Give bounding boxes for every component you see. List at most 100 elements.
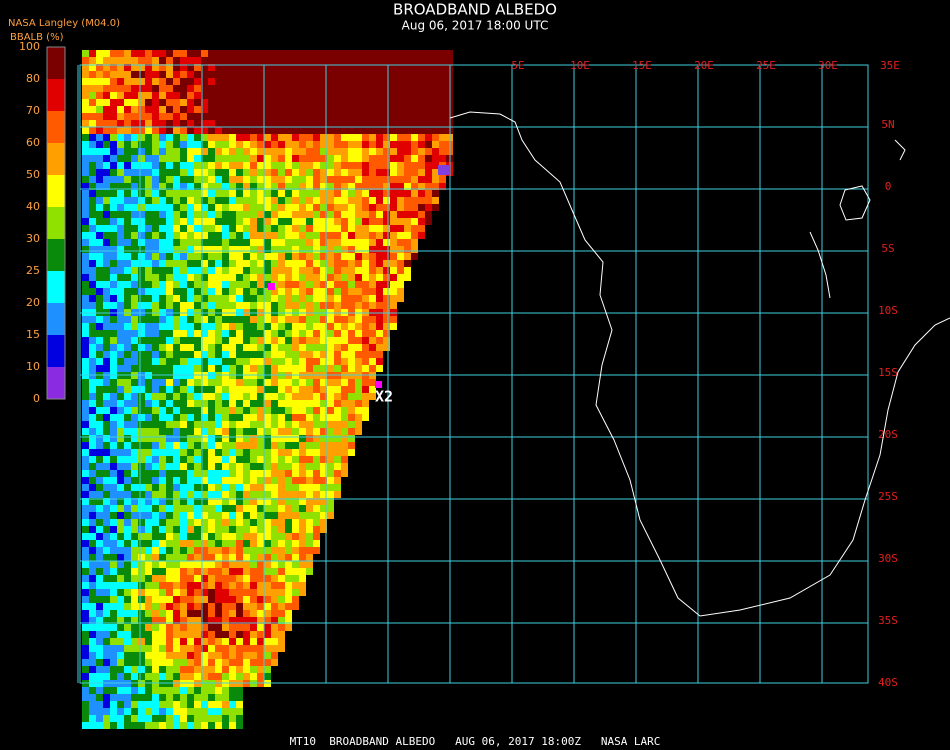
albedo-pixel <box>278 92 285 99</box>
albedo-pixel <box>411 106 418 113</box>
albedo-pixel <box>110 183 117 190</box>
albedo-pixel <box>173 414 180 421</box>
albedo-pixel <box>208 463 215 470</box>
albedo-pixel <box>166 78 173 85</box>
albedo-pixel <box>201 330 208 337</box>
albedo-pixel <box>264 561 271 568</box>
albedo-pixel <box>313 260 320 267</box>
albedo-pixel <box>292 400 299 407</box>
albedo-pixel <box>292 505 299 512</box>
albedo-pixel <box>257 323 264 330</box>
albedo-pixel <box>208 603 215 610</box>
albedo-pixel <box>278 498 285 505</box>
albedo-pixel <box>250 155 257 162</box>
albedo-pixel <box>110 491 117 498</box>
albedo-pixel <box>187 659 194 666</box>
albedo-pixel <box>355 421 362 428</box>
albedo-pixel <box>89 365 96 372</box>
albedo-pixel <box>271 323 278 330</box>
albedo-pixel <box>208 316 215 323</box>
albedo-pixel <box>159 183 166 190</box>
albedo-pixel <box>166 393 173 400</box>
albedo-pixel <box>215 554 222 561</box>
albedo-pixel <box>229 197 236 204</box>
albedo-pixel <box>201 687 208 694</box>
pixel-patch <box>438 165 450 175</box>
albedo-pixel <box>82 610 89 617</box>
albedo-pixel <box>208 50 215 57</box>
albedo-pixel <box>110 50 117 57</box>
albedo-pixel <box>194 400 201 407</box>
albedo-pixel <box>187 442 194 449</box>
albedo-pixel <box>131 78 138 85</box>
colorbar-segment <box>47 79 65 111</box>
albedo-pixel <box>82 701 89 708</box>
albedo-pixel <box>138 316 145 323</box>
albedo-pixel <box>145 358 152 365</box>
albedo-pixel <box>299 526 306 533</box>
albedo-pixel <box>159 295 166 302</box>
albedo-pixel <box>306 498 313 505</box>
albedo-pixel <box>222 673 229 680</box>
albedo-pixel <box>222 463 229 470</box>
albedo-pixel <box>320 379 327 386</box>
albedo-pixel <box>243 386 250 393</box>
albedo-pixel <box>229 477 236 484</box>
albedo-pixel <box>110 610 117 617</box>
albedo-pixel <box>341 281 348 288</box>
albedo-pixel <box>243 610 250 617</box>
albedo-pixel <box>145 568 152 575</box>
albedo-pixel <box>103 344 110 351</box>
albedo-pixel <box>208 617 215 624</box>
albedo-pixel <box>243 197 250 204</box>
albedo-pixel <box>257 484 264 491</box>
albedo-pixel <box>390 176 397 183</box>
albedo-pixel <box>362 267 369 274</box>
albedo-pixel <box>117 351 124 358</box>
albedo-pixel <box>103 554 110 561</box>
albedo-pixel <box>194 435 201 442</box>
albedo-pixel <box>215 498 222 505</box>
albedo-pixel <box>180 694 187 701</box>
albedo-pixel <box>271 288 278 295</box>
albedo-pixel <box>124 477 131 484</box>
albedo-pixel <box>341 113 348 120</box>
albedo-pixel <box>180 666 187 673</box>
albedo-pixel <box>187 470 194 477</box>
albedo-pixel <box>397 78 404 85</box>
albedo-pixel <box>236 330 243 337</box>
albedo-pixel <box>418 162 425 169</box>
albedo-pixel <box>103 120 110 127</box>
albedo-pixel <box>271 561 278 568</box>
albedo-pixel <box>285 176 292 183</box>
albedo-pixel <box>180 554 187 561</box>
albedo-pixel <box>89 393 96 400</box>
albedo-pixel <box>362 302 369 309</box>
albedo-pixel <box>208 127 215 134</box>
albedo-pixel <box>96 211 103 218</box>
albedo-pixel <box>82 337 89 344</box>
albedo-pixel <box>383 71 390 78</box>
albedo-pixel <box>369 351 376 358</box>
albedo-pixel <box>229 484 236 491</box>
albedo-pixel <box>250 71 257 78</box>
albedo-pixel <box>306 267 313 274</box>
albedo-pixel <box>299 267 306 274</box>
albedo-pixel <box>229 708 236 715</box>
albedo-pixel <box>194 540 201 547</box>
albedo-pixel <box>222 106 229 113</box>
albedo-pixel <box>145 351 152 358</box>
albedo-pixel <box>229 400 236 407</box>
albedo-pixel <box>257 568 264 575</box>
albedo-pixel <box>341 232 348 239</box>
albedo-pixel <box>124 491 131 498</box>
albedo-pixel <box>376 113 383 120</box>
albedo-pixel <box>82 155 89 162</box>
albedo-pixel <box>306 99 313 106</box>
albedo-pixel <box>166 92 173 99</box>
colorbar-tick-label: 30 <box>26 232 40 245</box>
albedo-pixel <box>201 666 208 673</box>
albedo-pixel <box>117 694 124 701</box>
albedo-pixel <box>257 491 264 498</box>
albedo-pixel <box>376 155 383 162</box>
